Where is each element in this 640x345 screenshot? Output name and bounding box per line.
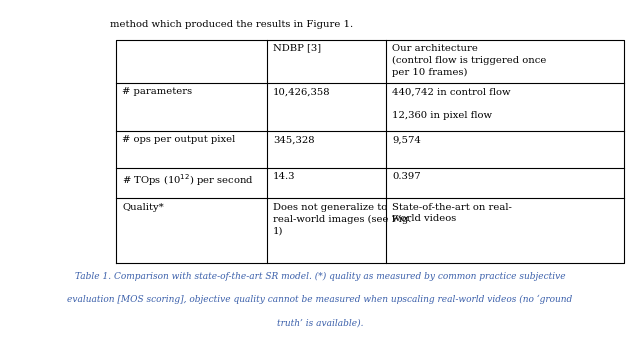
Text: Quality*: Quality* <box>122 203 164 211</box>
Text: State-of-the-art on real-
world videos: State-of-the-art on real- world videos <box>392 203 512 224</box>
Text: # TOps (10$^{12}$) per second: # TOps (10$^{12}$) per second <box>122 172 254 188</box>
Text: 345,328: 345,328 <box>273 136 315 145</box>
Text: 10,426,358: 10,426,358 <box>273 87 331 96</box>
Text: truth’ is available).: truth’ is available). <box>276 318 364 327</box>
Text: 9,574: 9,574 <box>392 136 421 145</box>
Text: Does not generalize to
real-world images (see Fig.
1): Does not generalize to real-world images… <box>273 203 412 235</box>
Text: 440,742 in control flow

12,360 in pixel flow: 440,742 in control flow 12,360 in pixel … <box>392 87 511 120</box>
Text: # ops per output pixel: # ops per output pixel <box>122 136 236 145</box>
Text: Our architecture
(control flow is triggered once
per 10 frames): Our architecture (control flow is trigge… <box>392 44 547 77</box>
Text: NDBP [3]: NDBP [3] <box>273 44 321 53</box>
Text: 14.3: 14.3 <box>273 172 296 181</box>
Text: method which produced the results in Figure 1.: method which produced the results in Fig… <box>110 20 353 29</box>
Text: 0.397: 0.397 <box>392 172 420 181</box>
Text: # parameters: # parameters <box>122 87 193 96</box>
Text: evaluation [MOS scoring], objective quality cannot be measured when upscaling re: evaluation [MOS scoring], objective qual… <box>67 295 573 304</box>
Text: Table 1. Comparison with state-of-the-art SR model. (*) quality as measured by c: Table 1. Comparison with state-of-the-ar… <box>75 272 565 280</box>
